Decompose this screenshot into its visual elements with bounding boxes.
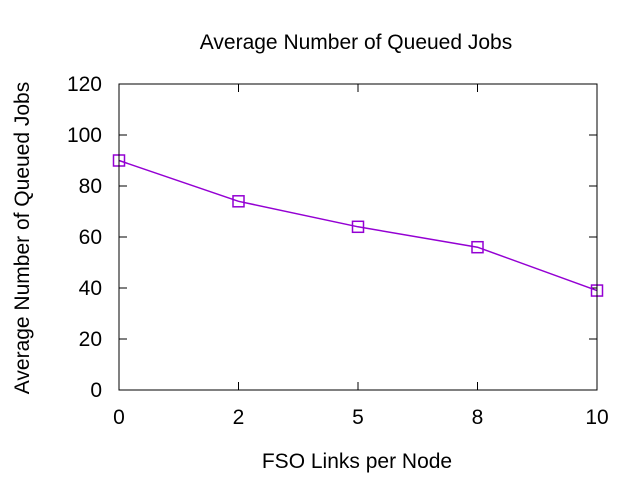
y-tick-label-6: 120 xyxy=(67,73,102,96)
data-point-0-1 xyxy=(232,195,245,208)
x-tick-label-4: 10 xyxy=(585,406,608,429)
data-point-0-2 xyxy=(351,220,365,234)
y-tick-label-1: 20 xyxy=(79,328,102,351)
data-point-0-3 xyxy=(471,240,484,254)
x-tick-label-3: 8 xyxy=(472,406,484,429)
x-axis-label: FSO Links per Node xyxy=(262,450,452,473)
x-tick-label-1: 2 xyxy=(233,406,245,429)
x-tick-label-2: 5 xyxy=(352,406,364,429)
x-tick-label-0: 0 xyxy=(113,406,125,429)
y-tick-label-2: 40 xyxy=(79,277,102,300)
plot-frame xyxy=(118,83,598,391)
series-layer xyxy=(112,154,604,297)
y-tick-label-4: 80 xyxy=(79,175,102,198)
ticks-layer: 0 20 40 60 80 100 120 0 2 5 8 10 xyxy=(67,73,609,429)
y-axis-label: Average Number of Queued Jobs xyxy=(11,82,34,394)
y-tick-label-5: 100 xyxy=(67,124,102,147)
y-tick-label-3: 60 xyxy=(79,226,102,249)
y-tick-label-0: 0 xyxy=(90,379,102,402)
series-line-0 xyxy=(118,159,598,292)
chart-title: Average Number of Queued Jobs xyxy=(200,31,512,54)
